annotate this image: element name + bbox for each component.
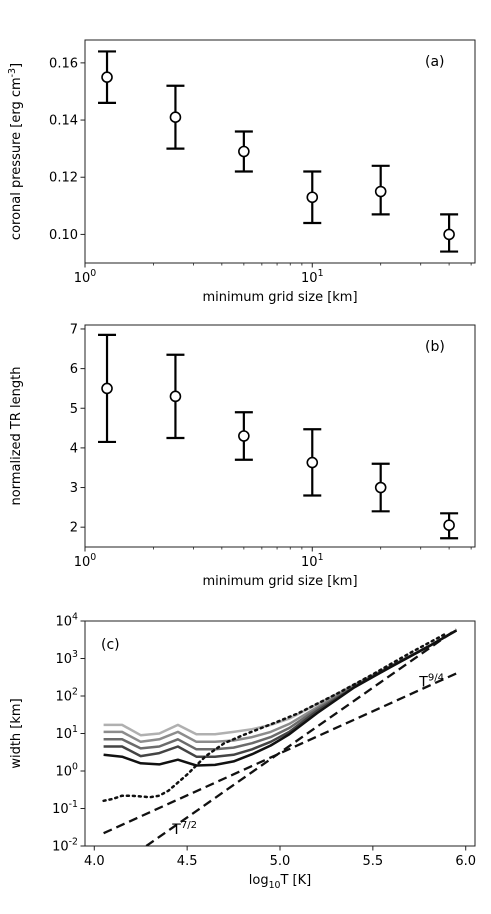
- x-tick-label: 101: [301, 268, 324, 286]
- series-line-dotted: [102, 631, 449, 803]
- data-point: [166, 84, 185, 150]
- y-tick-label: 0.12: [49, 171, 78, 186]
- marker: [306, 456, 319, 469]
- data-point: [371, 164, 390, 216]
- x-tick-label: 100: [74, 552, 97, 570]
- series-line-gray-5: [103, 629, 458, 737]
- data-point: [98, 50, 117, 104]
- x-tick-label: 4.5: [177, 854, 198, 869]
- series-line-dashed: [145, 628, 458, 846]
- panel-b-tr-length-vs-grid-size: 100 101 2 3 4 5 6 7 minimum grid size [km] normal…: [9, 322, 476, 589]
- panel-label: (c): [101, 637, 120, 653]
- data-layer: [98, 333, 459, 540]
- x-ticks: 100 101: [74, 263, 472, 286]
- data-point: [303, 170, 322, 225]
- x-axis-label: minimum grid size [km]: [202, 574, 357, 589]
- x-tick-label: 100: [74, 268, 97, 286]
- panel-label: (b): [425, 339, 445, 355]
- y-tick-label: 3: [70, 481, 78, 496]
- data-point: [440, 512, 459, 540]
- marker: [238, 145, 250, 158]
- x-axis-label: minimum grid size [km]: [202, 290, 357, 305]
- x-ticks: 100 101: [74, 547, 472, 570]
- y-tick-label: 101: [56, 724, 79, 742]
- marker: [169, 390, 182, 403]
- y-tick-label: 7: [70, 322, 78, 337]
- data-layer: [98, 50, 459, 253]
- y-tick-label: 10-1: [52, 799, 78, 817]
- y-tick-label: 10-2: [52, 837, 78, 855]
- x-ticks: 4.0 4.5 5.0 5.5 6.0: [84, 846, 476, 869]
- y-tick-label: 104: [56, 612, 79, 630]
- x-axis-label: log10T [K]: [249, 873, 311, 891]
- marker: [238, 430, 250, 442]
- data-layer: [102, 628, 458, 846]
- marker: [169, 111, 182, 123]
- x-tick-label: 5.5: [363, 854, 384, 869]
- marker: [443, 228, 455, 241]
- y-axis-label: normalized TR length: [9, 367, 24, 506]
- series-line-dashed: [103, 672, 457, 835]
- panel-a-pressure-vs-grid-size: 100 101 0.10 0.12 0.14 0.16 minimum grid size …: [7, 39, 476, 305]
- y-ticks: 10-2 10-1 100 101 102 103 104: [52, 612, 85, 855]
- y-ticks: 2 3 4 5 6 7: [70, 322, 85, 536]
- data-point: [234, 130, 253, 173]
- y-tick-label: 102: [56, 687, 79, 705]
- series-line-black: [103, 629, 458, 767]
- data-point: [98, 333, 117, 444]
- x-tick-label: 101: [301, 552, 324, 570]
- data-point: [166, 353, 185, 440]
- y-tick-label: 0.14: [49, 114, 78, 129]
- marker: [306, 191, 319, 204]
- data-point: [234, 411, 253, 461]
- y-tick-label: 4: [70, 441, 78, 456]
- y-tick-label: 6: [70, 362, 78, 377]
- data-point: [303, 428, 322, 497]
- y-tick-label: 100: [56, 762, 79, 780]
- data-point: [440, 213, 459, 253]
- y-axis-label: coronal pressure [erg cm-3]: [7, 63, 24, 240]
- y-tick-label: 0.10: [49, 228, 78, 243]
- marker: [443, 519, 455, 531]
- panel-label: (a): [425, 54, 445, 70]
- plot-frame: [84, 39, 476, 264]
- marker: [374, 481, 387, 494]
- plot-frame: [84, 324, 476, 548]
- x-tick-label: 6.0: [455, 854, 476, 869]
- x-tick-label: 4.0: [84, 854, 105, 869]
- x-tick-label: 5.0: [270, 854, 291, 869]
- series-line-gray-3: [103, 629, 458, 751]
- power-law-annotation: T9/4: [418, 672, 444, 690]
- marker: [374, 185, 387, 198]
- panel-c-width-vs-temperature: 4.0 4.5 5.0 5.5 6.0 10-2 10-1 100 101 102 103 104 lo…: [9, 612, 476, 892]
- y-tick-label: 103: [56, 649, 79, 667]
- y-axis-label: width [km]: [9, 698, 24, 768]
- data-point: [371, 462, 390, 513]
- marker: [101, 71, 113, 83]
- y-ticks: 0.10 0.12 0.14 0.16: [49, 56, 85, 243]
- y-tick-label: 5: [70, 402, 78, 417]
- marker: [101, 382, 113, 395]
- y-tick-label: 0.16: [49, 56, 78, 71]
- y-tick-label: 2: [70, 521, 78, 536]
- power-law-annotation: T7/2: [171, 820, 197, 838]
- series-line-gray-4: [103, 629, 458, 744]
- series-line-gray-2: [103, 629, 458, 758]
